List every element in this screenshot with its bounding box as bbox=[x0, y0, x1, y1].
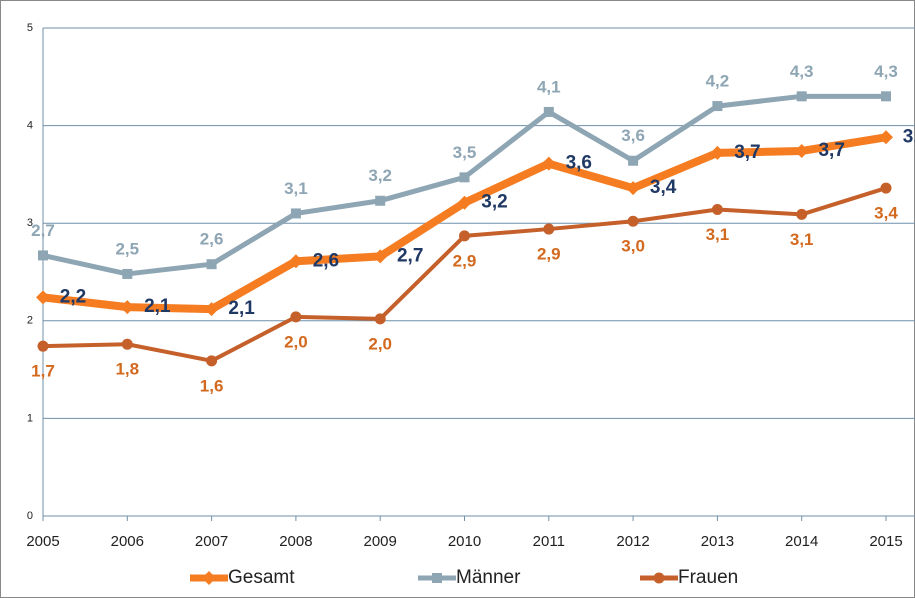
data-label: 2,7 bbox=[31, 221, 55, 240]
data-point bbox=[120, 300, 135, 315]
data-label: 2,5 bbox=[115, 239, 139, 258]
data-point bbox=[121, 338, 133, 350]
data-point bbox=[459, 230, 470, 242]
data-label: 2,6 bbox=[200, 230, 224, 249]
data-point bbox=[710, 145, 725, 160]
data-label: 2,0 bbox=[284, 332, 308, 351]
data-point bbox=[374, 313, 386, 325]
data-point bbox=[37, 340, 49, 352]
x-tick-label: 2008 bbox=[279, 533, 312, 550]
data-point bbox=[711, 204, 723, 216]
legend-marker bbox=[202, 571, 216, 585]
legend-label: Gesamt bbox=[228, 567, 295, 588]
data-label: 3,5 bbox=[453, 143, 477, 162]
x-tick-label: 2013 bbox=[701, 533, 734, 550]
data-label: 1,8 bbox=[115, 360, 139, 379]
data-point bbox=[457, 195, 472, 210]
x-tick-label: 2006 bbox=[111, 533, 144, 550]
data-point bbox=[794, 143, 809, 158]
x-tick-label: 2009 bbox=[364, 533, 397, 550]
data-label: 3,1 bbox=[706, 225, 730, 244]
x-tick-label: 2010 bbox=[448, 533, 481, 550]
data-label: 2,9 bbox=[453, 251, 477, 270]
x-tick-label: 2007 bbox=[195, 533, 228, 550]
data-label: 3,2 bbox=[368, 166, 392, 185]
legend-marker bbox=[653, 572, 665, 584]
data-label: 4,3 bbox=[790, 62, 814, 81]
data-label: 3,1 bbox=[284, 179, 308, 198]
data-label: 2,9 bbox=[537, 245, 561, 264]
x-tick-label: 2011 bbox=[533, 533, 565, 550]
data-label: 3,9 bbox=[903, 126, 915, 147]
data-point bbox=[459, 172, 470, 183]
data-label: 4,1 bbox=[537, 77, 561, 96]
data-point bbox=[543, 106, 554, 117]
data-label: 2,1 bbox=[144, 296, 171, 317]
x-tick-label: 2012 bbox=[616, 533, 649, 550]
data-point bbox=[38, 250, 48, 261]
data-label: 4,2 bbox=[706, 72, 730, 91]
data-label: 3,6 bbox=[621, 126, 645, 145]
data-label: 2,6 bbox=[313, 250, 339, 271]
data-point bbox=[881, 91, 891, 102]
data-point bbox=[880, 182, 892, 194]
data-label: 3,0 bbox=[621, 237, 645, 256]
data-point bbox=[375, 195, 386, 206]
legend-marker bbox=[432, 573, 442, 583]
data-label: 2,2 bbox=[60, 286, 86, 307]
y-tick-label: 0 bbox=[27, 510, 33, 522]
data-point bbox=[626, 181, 641, 196]
data-label: 2,0 bbox=[368, 334, 392, 353]
data-label: 3,7 bbox=[818, 140, 844, 161]
data-point bbox=[796, 91, 807, 102]
data-label: 3,4 bbox=[874, 204, 898, 223]
data-point bbox=[373, 249, 388, 264]
data-point bbox=[627, 215, 639, 227]
data-label: 4,3 bbox=[874, 62, 898, 81]
data-point bbox=[290, 208, 301, 219]
data-point bbox=[796, 208, 808, 220]
data-point bbox=[628, 155, 639, 166]
x-tick-label: 2014 bbox=[785, 533, 818, 550]
data-point bbox=[36, 290, 50, 305]
data-label: 2,7 bbox=[397, 245, 423, 266]
data-point bbox=[206, 259, 217, 270]
legend-label: Frauen bbox=[678, 567, 738, 588]
y-tick-label: 3 bbox=[27, 217, 33, 229]
data-point bbox=[122, 268, 133, 279]
y-tick-label: 5 bbox=[27, 22, 33, 34]
legend-label: Männer bbox=[456, 567, 521, 588]
data-label: 1,7 bbox=[31, 362, 55, 381]
data-point bbox=[206, 355, 218, 367]
data-label: 3,1 bbox=[790, 230, 814, 249]
data-point bbox=[288, 254, 303, 269]
y-tick-label: 4 bbox=[27, 120, 33, 132]
data-label: 1,6 bbox=[200, 376, 224, 395]
data-label: 3,2 bbox=[481, 192, 507, 213]
x-tick-label: 2015 bbox=[869, 533, 902, 550]
data-point bbox=[204, 302, 219, 317]
data-point bbox=[541, 156, 556, 171]
data-label: 3,7 bbox=[734, 142, 760, 163]
data-point bbox=[879, 130, 893, 145]
data-point bbox=[543, 223, 555, 235]
data-point bbox=[712, 101, 723, 112]
y-tick-label: 2 bbox=[27, 315, 33, 327]
data-label: 2,1 bbox=[228, 298, 255, 319]
data-point bbox=[290, 311, 302, 323]
x-tick-label: 2005 bbox=[26, 533, 59, 550]
data-label: 3,6 bbox=[566, 153, 592, 174]
y-tick-label: 1 bbox=[27, 412, 33, 424]
data-label: 3,4 bbox=[650, 177, 677, 198]
